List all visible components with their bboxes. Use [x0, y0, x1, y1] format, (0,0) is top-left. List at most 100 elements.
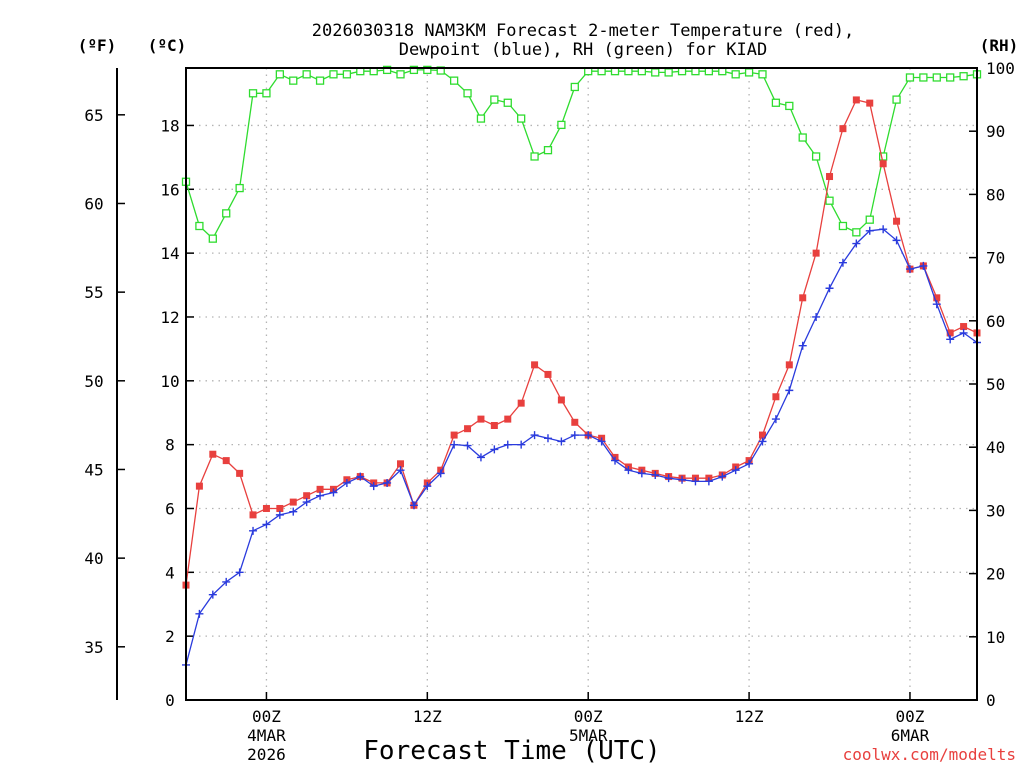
rh-point [262, 89, 271, 98]
x-axis-label: Forecast Time (UTC) [363, 736, 660, 766]
dewpoint-point [584, 431, 593, 440]
temperature-point [289, 498, 297, 506]
rh-tick-label: 70 [986, 249, 1005, 268]
temperature-point [785, 361, 793, 369]
date-tick-label: 5MAR [569, 726, 608, 745]
rh-point [664, 68, 673, 77]
dewpoint-point [704, 477, 713, 486]
rh-point [825, 196, 834, 205]
dewpoint-point [249, 526, 258, 535]
rh-point [195, 221, 204, 231]
fahrenheit-tick-label: 55 [84, 283, 103, 302]
time-tick-label: 00Z [574, 707, 603, 726]
rh-point [315, 76, 325, 85]
rh-point [771, 98, 781, 107]
rh-point [530, 152, 539, 161]
rh-tick-label: 40 [986, 438, 1005, 457]
rh-point [275, 70, 284, 79]
rh-point [517, 114, 526, 123]
temperature-point [933, 294, 941, 302]
dewpoint-point [543, 434, 552, 443]
rh-point [758, 70, 767, 79]
rh-point [342, 70, 352, 79]
fahrenheit-tick-label: 65 [84, 106, 103, 125]
temperature-point [852, 96, 860, 104]
rh-point [865, 215, 874, 224]
dewpoint-point [946, 335, 955, 344]
dewpoint-point [570, 431, 579, 440]
dewpoint-point [852, 239, 861, 248]
rh-point [838, 221, 848, 231]
temperature-point [450, 431, 458, 439]
rh-tick-label: 80 [986, 185, 1005, 204]
temperature-series [182, 96, 981, 589]
dewpoint-point [503, 440, 512, 449]
rh-point [744, 68, 754, 77]
dewpoint-point [959, 328, 968, 337]
dewpoint-point [678, 475, 687, 484]
celsius-tick-label: 2 [165, 627, 175, 646]
celsius-tick-label: 14 [160, 244, 179, 263]
dewpoint-point [838, 258, 847, 267]
rh-point [222, 209, 231, 218]
temperature-point [517, 399, 525, 407]
dewpoint-line [185, 228, 978, 666]
rh-point [570, 82, 579, 92]
temperature-point [490, 421, 498, 429]
celsius-unit-label: (ºC) [148, 36, 187, 55]
plot-frame [185, 67, 978, 701]
dewpoint-point [651, 470, 660, 479]
dewpoint-point [383, 478, 392, 487]
fahrenheit-unit-label: (ºF) [78, 36, 117, 55]
dewpoint-point [195, 609, 204, 618]
fahrenheit-tick-label: 50 [84, 372, 103, 391]
rh-point [932, 73, 941, 82]
rh-point [476, 114, 486, 123]
dewpoint-point [865, 226, 874, 235]
dewpoint-point [624, 466, 633, 475]
rh-tick-label: 30 [986, 501, 1005, 520]
fahrenheit-tick-label: 35 [84, 638, 103, 657]
rh-tick-label: 90 [986, 122, 1005, 141]
temperature-point [195, 482, 203, 490]
temperature-point [276, 504, 284, 512]
dewpoint-series [182, 225, 981, 669]
credit-text: coolwx.com/modelts [843, 745, 1016, 764]
time-tick-label: 00Z [896, 707, 925, 726]
rh-unit-label: (RH) [980, 36, 1019, 55]
rh-point [892, 95, 901, 104]
temperature-point [866, 99, 874, 107]
dewpoint-point [450, 440, 459, 449]
dewpoint-point [302, 498, 311, 507]
celsius-tick-label: 6 [165, 499, 175, 518]
dewpoint-point [905, 265, 914, 274]
rh-point [946, 73, 955, 82]
rh-point [785, 101, 794, 111]
temperature-point [504, 415, 512, 423]
fahrenheit-tick-label: 45 [84, 460, 103, 479]
dewpoint-point [879, 225, 888, 234]
dewpoint-point [222, 577, 231, 586]
dewpoint-point [235, 568, 244, 577]
dewpoint-point [409, 501, 418, 510]
celsius-tick-label: 16 [160, 180, 179, 199]
temperature-point [826, 173, 834, 181]
rh-tick-label: 50 [986, 375, 1005, 394]
rh-axis: 0 10 20 30 40 50 60 70 80 90 100 [969, 59, 1015, 710]
dewpoint-point [396, 466, 405, 475]
temperature-point [316, 485, 324, 493]
rh-tick-label: 20 [986, 565, 1005, 584]
time-tick-label: 00Z [252, 707, 281, 726]
temperature-point [893, 217, 901, 225]
chart-subtitle: Dewpoint (blue), RH (green) for KIAD [399, 40, 767, 60]
dewpoint-point [436, 469, 445, 478]
rh-point [396, 70, 405, 79]
rh-point [731, 70, 740, 79]
rh-point [543, 146, 553, 155]
rh-tick-label: 0 [986, 691, 996, 710]
temperature-point [879, 160, 887, 168]
temperature-point [477, 415, 485, 423]
celsius-tick-label: 0 [165, 691, 175, 710]
dewpoint-point [718, 472, 727, 481]
temperature-point [758, 431, 766, 439]
